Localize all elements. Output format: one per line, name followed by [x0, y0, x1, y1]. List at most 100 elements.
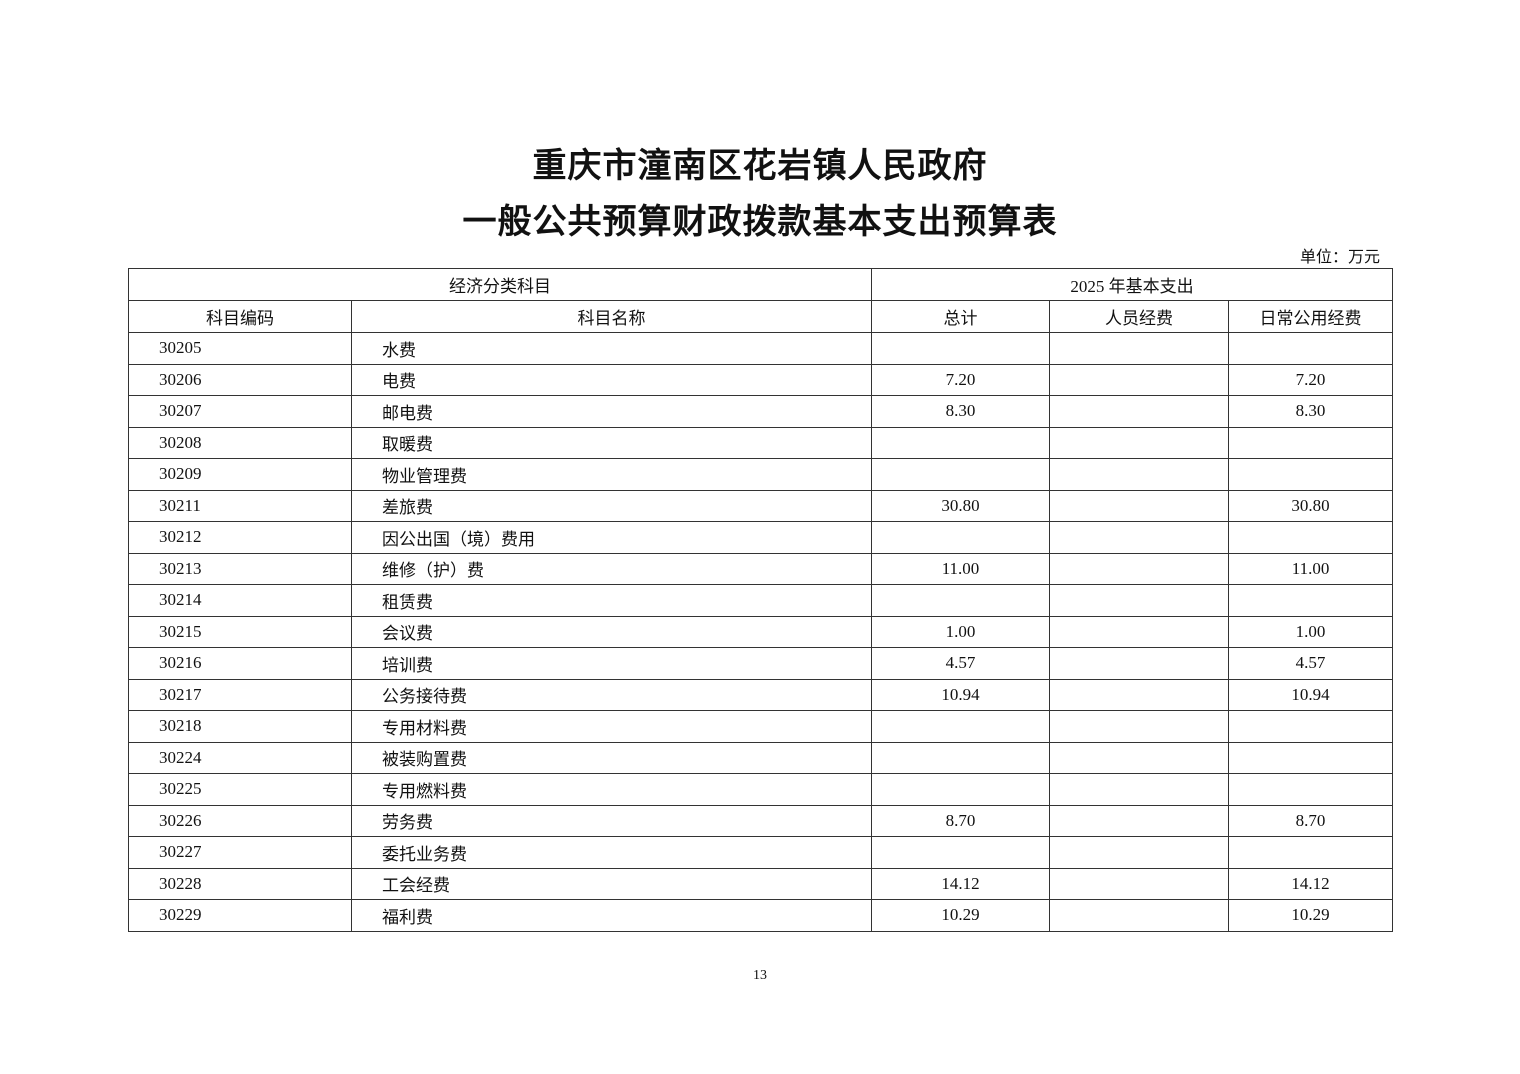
table-row: 30209 物业管理费 [128, 458, 1394, 491]
cell-personnel [1049, 489, 1229, 522]
table-row: 30217 公务接待费 10.94 10.94 [128, 678, 1394, 711]
cell-name: 水费 [351, 332, 872, 365]
cell-code: 30224 [128, 741, 352, 774]
cell-code: 30209 [128, 458, 352, 491]
cell-name: 取暖费 [351, 426, 872, 459]
cell-public: 8.30 [1227, 395, 1394, 428]
cell-code: 30218 [128, 710, 352, 743]
cell-public: 14.12 [1227, 867, 1394, 900]
cell-total: 7.20 [871, 363, 1050, 396]
cell-name: 因公出国（境）费用 [351, 521, 872, 554]
header-public: 日常公用经费 [1227, 300, 1394, 333]
cell-public [1227, 521, 1394, 554]
cell-total [871, 426, 1050, 459]
table-row: 30211 差旅费 30.80 30.80 [128, 489, 1394, 522]
cell-personnel [1049, 678, 1229, 711]
document-title-line2: 一般公共预算财政拨款基本支出预算表 [462, 204, 1058, 241]
cell-code: 30228 [128, 867, 352, 900]
cell-name: 劳务费 [351, 804, 872, 837]
cell-personnel [1049, 395, 1229, 428]
cell-total: 10.94 [871, 678, 1050, 711]
cell-total: 1.00 [871, 615, 1050, 648]
cell-name: 电费 [351, 363, 872, 396]
cell-name: 福利费 [351, 899, 872, 932]
cell-total [871, 836, 1050, 869]
cell-public [1227, 458, 1394, 491]
cell-total: 8.70 [871, 804, 1050, 837]
cell-total [871, 584, 1050, 617]
table-row: 30214 租赁费 [128, 584, 1394, 617]
cell-code: 30211 [128, 489, 352, 522]
cell-total [871, 710, 1050, 743]
cell-personnel [1049, 332, 1229, 365]
cell-public [1227, 332, 1394, 365]
cell-personnel [1049, 521, 1229, 554]
cell-public: 11.00 [1227, 552, 1394, 585]
table-row: 30228 工会经费 14.12 14.12 [128, 867, 1394, 900]
cell-total [871, 773, 1050, 806]
header-group-row: 经济分类科目 2025 年基本支出 [128, 268, 1394, 301]
cell-personnel [1049, 363, 1229, 396]
cell-total: 14.12 [871, 867, 1050, 900]
cell-personnel [1049, 741, 1229, 774]
header-column-row: 科目编码 科目名称 总计 人员经费 日常公用经费 [128, 300, 1394, 333]
cell-public [1227, 710, 1394, 743]
table-row: 30224 被装购置费 [128, 741, 1394, 774]
cell-personnel [1049, 647, 1229, 680]
cell-total [871, 741, 1050, 774]
table-row: 30206 电费 7.20 7.20 [128, 363, 1394, 396]
cell-public: 7.20 [1227, 363, 1394, 396]
cell-code: 30215 [128, 615, 352, 648]
cell-total [871, 458, 1050, 491]
cell-code: 30213 [128, 552, 352, 585]
cell-name: 专用材料费 [351, 710, 872, 743]
table-row: 30213 维修（护）费 11.00 11.00 [128, 552, 1394, 585]
cell-code: 30206 [128, 363, 352, 396]
header-personnel: 人员经费 [1049, 300, 1229, 333]
cell-name: 培训费 [351, 647, 872, 680]
cell-name: 会议费 [351, 615, 872, 648]
cell-code: 30205 [128, 332, 352, 365]
table-row: 30218 专用材料费 [128, 710, 1394, 743]
cell-code: 30214 [128, 584, 352, 617]
cell-personnel [1049, 615, 1229, 648]
cell-code: 30226 [128, 804, 352, 837]
unit-label: 单位：万元 [1299, 249, 1380, 266]
table-row: 30212 因公出国（境）费用 [128, 521, 1394, 554]
cell-name: 物业管理费 [351, 458, 872, 491]
cell-total: 11.00 [871, 552, 1050, 585]
cell-code: 30227 [128, 836, 352, 869]
cell-personnel [1049, 584, 1229, 617]
cell-personnel [1049, 426, 1229, 459]
cell-code: 30208 [128, 426, 352, 459]
cell-personnel [1049, 458, 1229, 491]
cell-name: 工会经费 [351, 867, 872, 900]
cell-name: 维修（护）费 [351, 552, 872, 585]
cell-total [871, 332, 1050, 365]
cell-personnel [1049, 804, 1229, 837]
cell-name: 差旅费 [351, 489, 872, 522]
cell-public [1227, 426, 1394, 459]
table-row: 30227 委托业务费 [128, 836, 1394, 869]
cell-personnel [1049, 773, 1229, 806]
cell-code: 30229 [128, 899, 352, 932]
cell-personnel [1049, 899, 1229, 932]
header-total: 总计 [871, 300, 1050, 333]
cell-total: 8.30 [871, 395, 1050, 428]
cell-public [1227, 773, 1394, 806]
table-row: 30208 取暖费 [128, 426, 1394, 459]
cell-public: 10.29 [1227, 899, 1394, 932]
cell-public: 4.57 [1227, 647, 1394, 680]
budget-table: 经济分类科目 2025 年基本支出 科目编码 科目名称 总计 人员经费 日常公用… [128, 268, 1394, 932]
cell-code: 30207 [128, 395, 352, 428]
table-row: 30225 专用燃料费 [128, 773, 1394, 806]
cell-name: 委托业务费 [351, 836, 872, 869]
cell-total: 10.29 [871, 899, 1050, 932]
cell-personnel [1049, 836, 1229, 869]
table-row: 30207 邮电费 8.30 8.30 [128, 395, 1394, 428]
cell-name: 租赁费 [351, 584, 872, 617]
document-title-line1: 重庆市潼南区花岩镇人民政府 [532, 148, 988, 185]
cell-public: 8.70 [1227, 804, 1394, 837]
header-basic-expenditure: 2025 年基本支出 [870, 268, 1394, 301]
header-economic-classification: 经济分类科目 [128, 268, 872, 301]
